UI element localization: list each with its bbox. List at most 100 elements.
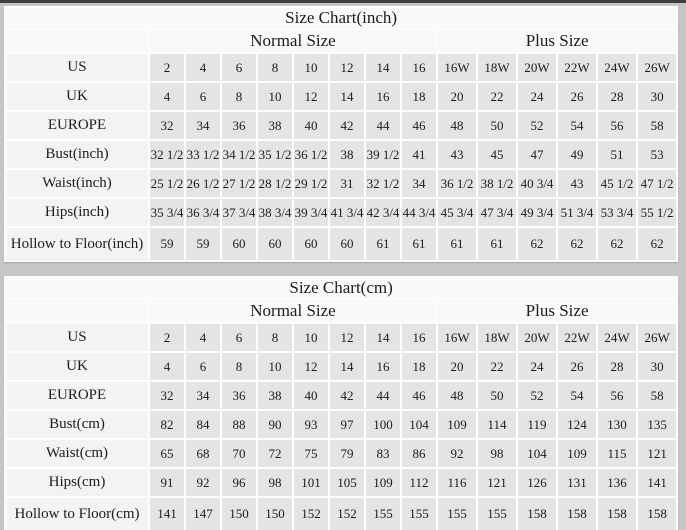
size-label-cell: US <box>6 54 148 81</box>
group-plus-size: Plus Size <box>438 300 677 322</box>
size-value-cell: 61 <box>402 228 436 260</box>
size-value-cell: 32 1/2 <box>150 141 184 168</box>
size-value-cell: 158 <box>598 498 636 530</box>
size-value-cell: 121 <box>638 440 677 467</box>
size-value-cell: 61 <box>438 228 476 260</box>
size-value-cell: 24W <box>598 54 636 81</box>
size-value-cell: 44 3/4 <box>402 199 436 226</box>
size-value-cell: 115 <box>598 440 636 467</box>
size-value-cell: 36 <box>222 112 256 139</box>
size-value-cell: 44 <box>366 382 400 409</box>
size-value-cell: 14 <box>330 83 364 110</box>
table-title-row: Size Chart(inch) <box>6 8 677 28</box>
size-value-cell: 112 <box>402 469 436 496</box>
table-row-waist-inch: Waist(inch) 25 1/2 26 1/2 27 1/2 28 1/2 29 1/… <box>6 170 677 197</box>
size-value-cell: 50 <box>478 112 516 139</box>
size-value-cell: 124 <box>558 411 596 438</box>
table-row-us: US 2 4 6 8 10 12 14 16 16W 18W 20W 22W 24W 26W <box>6 324 677 351</box>
size-value-cell: 8 <box>258 54 292 81</box>
size-value-cell: 46 <box>402 112 436 139</box>
size-value-cell: 36 1/2 <box>438 170 476 197</box>
size-value-cell: 42 <box>330 112 364 139</box>
corner-cell <box>6 30 148 52</box>
size-value-cell: 58 <box>638 382 677 409</box>
size-value-cell: 26 <box>558 353 596 380</box>
size-value-cell: 16W <box>438 54 476 81</box>
size-value-cell: 62 <box>558 228 596 260</box>
size-value-cell: 141 <box>150 498 184 530</box>
group-normal-size: Normal Size <box>150 300 436 322</box>
size-value-cell: 55 1/2 <box>638 199 677 226</box>
size-value-cell: 48 <box>438 112 476 139</box>
size-value-cell: 32 <box>150 382 184 409</box>
size-value-cell: 38 <box>330 141 364 168</box>
size-value-cell: 30 <box>638 83 677 110</box>
size-value-cell: 104 <box>402 411 436 438</box>
size-value-cell: 14 <box>366 54 400 81</box>
size-value-cell: 26W <box>638 324 677 351</box>
table-row-bust-cm: Bust(cm) 82 84 88 90 93 97 100 104 109 114 119 124 13… <box>6 411 677 438</box>
size-label-cell: EUROPE <box>6 112 148 139</box>
size-value-cell: 49 <box>558 141 596 168</box>
size-value-cell: 47 <box>518 141 556 168</box>
size-value-cell: 84 <box>186 411 220 438</box>
size-value-cell: 22W <box>558 54 596 81</box>
size-value-cell: 16 <box>402 54 436 81</box>
page: Size Chart(inch) Normal Size Plus Size U… <box>0 3 686 530</box>
size-value-cell: 42 3/4 <box>366 199 400 226</box>
size-value-cell: 4 <box>186 54 220 81</box>
table-row-bust-inch: Bust(inch) 32 1/2 33 1/2 34 1/2 35 1/2 36 1/2… <box>6 141 677 168</box>
size-value-cell: 14 <box>366 324 400 351</box>
size-value-cell: 62 <box>518 228 556 260</box>
size-value-cell: 109 <box>558 440 596 467</box>
size-value-cell: 56 <box>598 382 636 409</box>
size-value-cell: 32 <box>150 112 184 139</box>
size-value-cell: 12 <box>294 83 328 110</box>
size-value-cell: 98 <box>258 469 292 496</box>
size-value-cell: 41 <box>402 141 436 168</box>
size-value-cell: 34 <box>402 170 436 197</box>
size-value-cell: 68 <box>186 440 220 467</box>
size-value-cell: 109 <box>366 469 400 496</box>
top-border <box>0 0 686 3</box>
size-value-cell: 121 <box>478 469 516 496</box>
size-value-cell: 40 3/4 <box>518 170 556 197</box>
size-value-cell: 38 <box>258 112 292 139</box>
size-value-cell: 40 <box>294 112 328 139</box>
size-value-cell: 155 <box>402 498 436 530</box>
size-value-cell: 30 <box>638 353 677 380</box>
size-value-cell: 56 <box>598 112 636 139</box>
size-chart-table-size-chart-inch: Size Chart(inch) Normal Size Plus Size U… <box>4 6 679 262</box>
size-value-cell: 44 <box>366 112 400 139</box>
size-label-cell: Hips(cm) <box>6 469 148 496</box>
size-value-cell: 34 1/2 <box>222 141 256 168</box>
size-value-cell: 2 <box>150 54 184 81</box>
size-value-cell: 52 <box>518 382 556 409</box>
size-value-cell: 32 1/2 <box>366 170 400 197</box>
size-value-cell: 116 <box>438 469 476 496</box>
size-value-cell: 16 <box>402 324 436 351</box>
size-value-cell: 62 <box>598 228 636 260</box>
size-value-cell: 20 <box>438 353 476 380</box>
size-value-cell: 49 3/4 <box>518 199 556 226</box>
size-value-cell: 93 <box>294 411 328 438</box>
size-value-cell: 22 <box>478 83 516 110</box>
table-row-uk: UK 4 6 8 10 12 14 16 18 20 22 24 26 28 30 <box>6 353 677 380</box>
size-value-cell: 88 <box>222 411 256 438</box>
size-value-cell: 18W <box>478 54 516 81</box>
size-value-cell: 130 <box>598 411 636 438</box>
size-value-cell: 114 <box>478 411 516 438</box>
size-value-cell: 155 <box>438 498 476 530</box>
table-row-europe: EUROPE 32 34 36 38 40 42 44 46 48 50 52 54 56 58 <box>6 382 677 409</box>
size-value-cell: 147 <box>186 498 220 530</box>
size-value-cell: 10 <box>294 324 328 351</box>
size-value-cell: 26W <box>638 54 677 81</box>
size-value-cell: 158 <box>638 498 677 530</box>
size-value-cell: 26 1/2 <box>186 170 220 197</box>
table-row-hollow-to-floor-inch: Hollow to Floor(inch) 59 59 60 60 60 60 61 61 61 6… <box>6 228 677 260</box>
size-value-cell: 18 <box>402 83 436 110</box>
size-value-cell: 22 <box>478 353 516 380</box>
size-value-cell: 4 <box>186 324 220 351</box>
table-title: Size Chart(cm) <box>6 278 677 298</box>
size-chart-table-size-chart-cm: Size Chart(cm) Normal Size Plus Size US 2… <box>4 276 679 530</box>
